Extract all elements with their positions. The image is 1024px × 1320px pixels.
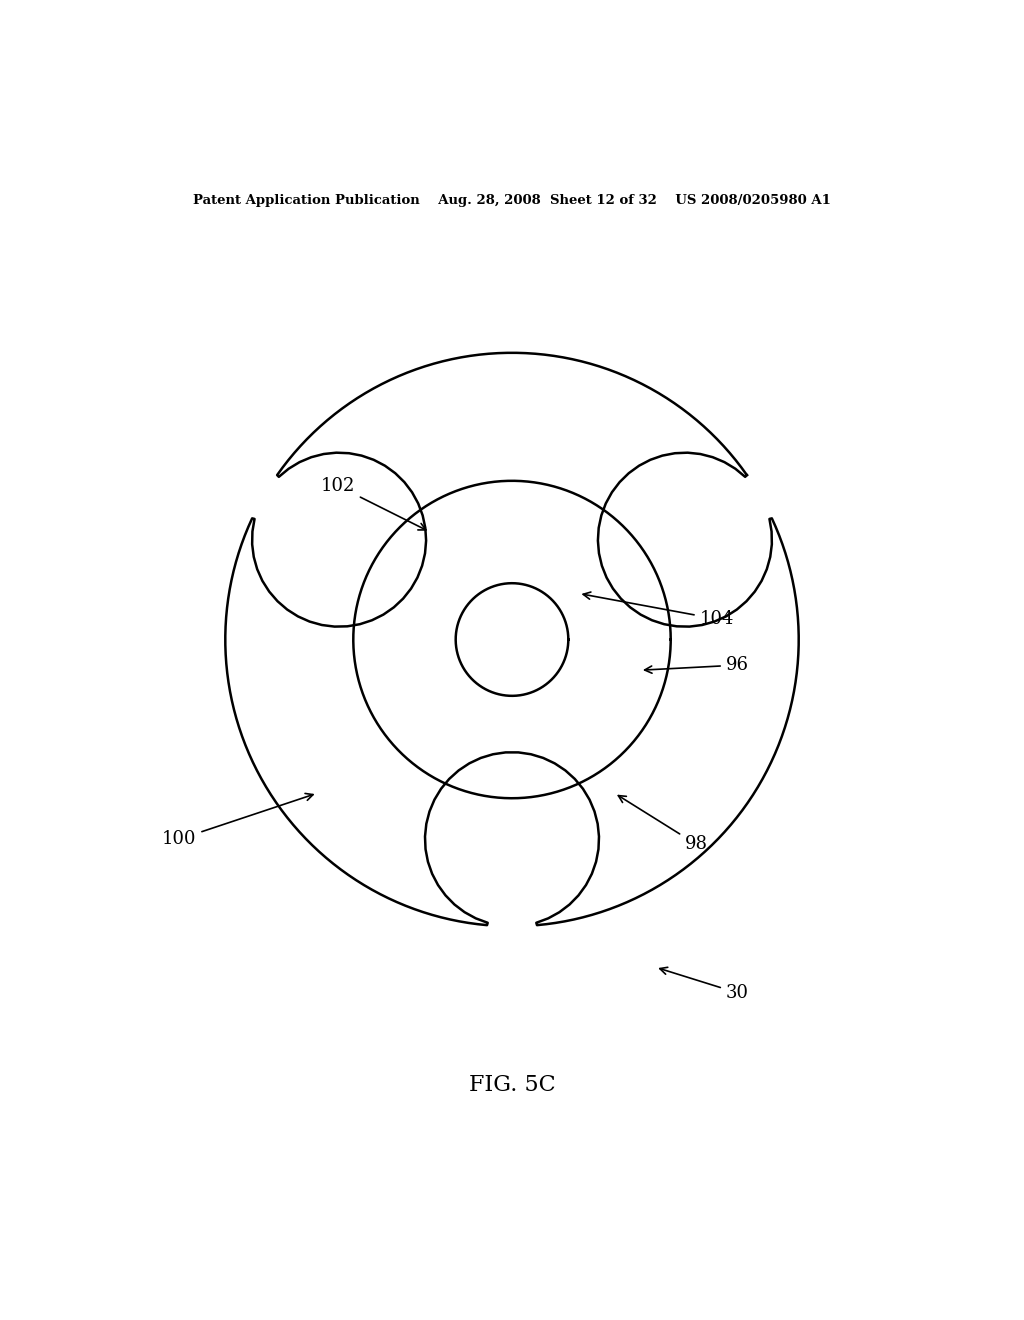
Text: 96: 96 [645, 656, 749, 675]
Text: 100: 100 [162, 793, 313, 849]
Text: 104: 104 [583, 593, 734, 628]
Text: Patent Application Publication    Aug. 28, 2008  Sheet 12 of 32    US 2008/02059: Patent Application Publication Aug. 28, … [194, 194, 830, 207]
Text: FIG. 5C: FIG. 5C [469, 1074, 555, 1096]
Text: 30: 30 [659, 968, 749, 1002]
Text: 98: 98 [618, 796, 708, 853]
Text: 102: 102 [321, 477, 426, 529]
